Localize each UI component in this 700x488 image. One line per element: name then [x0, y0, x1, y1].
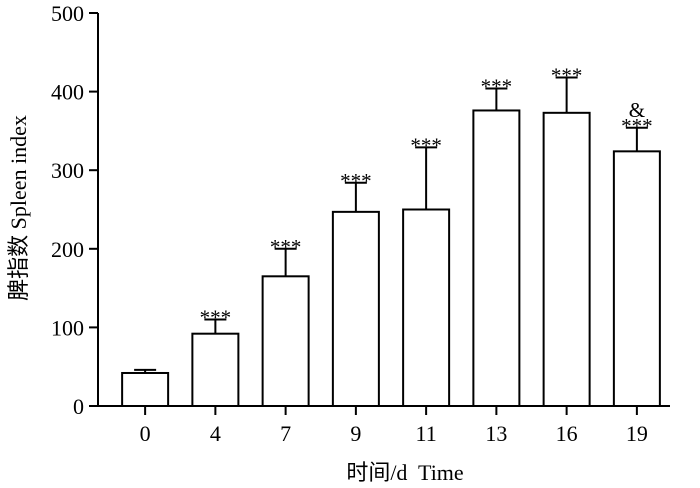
y-tick-label: 400	[51, 80, 84, 105]
y-tick-label: 200	[51, 237, 84, 262]
bar	[121, 371, 170, 408]
x-tick-label: 13	[485, 421, 507, 446]
x-tick-label: 0	[140, 421, 151, 446]
bar	[261, 275, 310, 407]
x-tick-label: 19	[626, 421, 648, 446]
x-tick-label: 16	[556, 421, 578, 446]
x-axis-title: 时间/d Time	[346, 460, 463, 485]
significance-label-extra: &	[629, 98, 645, 122]
x-tick-label: 9	[350, 421, 361, 446]
bar	[612, 150, 661, 407]
x-tick-label: 11	[416, 421, 437, 446]
bar	[191, 332, 240, 407]
bar	[402, 208, 451, 407]
y-axis-title: 脾指数 Spleen index	[6, 115, 31, 301]
significance-label: ***	[340, 169, 372, 193]
error-bars	[134, 76, 648, 373]
annotations: *************** ******&	[200, 63, 653, 329]
bar	[331, 210, 380, 407]
significance-label: ***	[270, 235, 302, 259]
significance-label: ***	[551, 63, 583, 87]
bar	[542, 111, 591, 408]
significance-label: ***	[621, 114, 653, 138]
significance-label: ***	[200, 306, 232, 330]
bars	[121, 109, 661, 408]
y-tick-label: 0	[73, 394, 84, 419]
bar	[472, 109, 521, 408]
x-tick-label: 4	[210, 421, 221, 446]
significance-label: ***	[410, 133, 442, 157]
axes: 0 100 200 300 400 500 0 4 7 9 11 13 16 19	[51, 1, 670, 446]
y-tick-label: 100	[51, 315, 84, 340]
x-tick-label: 7	[280, 421, 291, 446]
y-tick-label: 500	[51, 1, 84, 26]
significance-label: ***	[481, 74, 513, 98]
y-tick-label: 300	[51, 158, 84, 183]
